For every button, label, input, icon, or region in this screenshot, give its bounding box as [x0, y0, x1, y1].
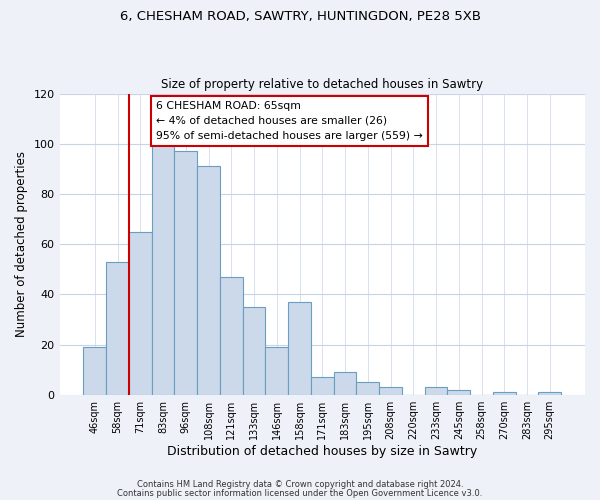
Title: Size of property relative to detached houses in Sawtry: Size of property relative to detached ho…	[161, 78, 484, 91]
Bar	[220, 277, 242, 394]
Bar	[538, 392, 561, 394]
Bar	[493, 392, 515, 394]
Bar	[334, 372, 356, 394]
Text: 6 CHESHAM ROAD: 65sqm
← 4% of detached houses are smaller (26)
95% of semi-detac: 6 CHESHAM ROAD: 65sqm ← 4% of detached h…	[156, 101, 423, 140]
Text: 6, CHESHAM ROAD, SAWTRY, HUNTINGDON, PE28 5XB: 6, CHESHAM ROAD, SAWTRY, HUNTINGDON, PE2…	[119, 10, 481, 23]
Bar	[175, 152, 197, 394]
Bar	[265, 347, 288, 395]
Bar	[311, 377, 334, 394]
Bar	[152, 144, 175, 394]
X-axis label: Distribution of detached houses by size in Sawtry: Distribution of detached houses by size …	[167, 444, 478, 458]
Bar	[288, 302, 311, 394]
Bar	[356, 382, 379, 394]
Text: Contains HM Land Registry data © Crown copyright and database right 2024.: Contains HM Land Registry data © Crown c…	[137, 480, 463, 489]
Bar	[425, 387, 448, 394]
Bar	[129, 232, 152, 394]
Bar	[106, 262, 129, 394]
Text: Contains public sector information licensed under the Open Government Licence v3: Contains public sector information licen…	[118, 489, 482, 498]
Bar	[242, 307, 265, 394]
Bar	[379, 387, 402, 394]
Bar	[448, 390, 470, 394]
Bar	[197, 166, 220, 394]
Y-axis label: Number of detached properties: Number of detached properties	[15, 151, 28, 337]
Bar	[83, 347, 106, 395]
